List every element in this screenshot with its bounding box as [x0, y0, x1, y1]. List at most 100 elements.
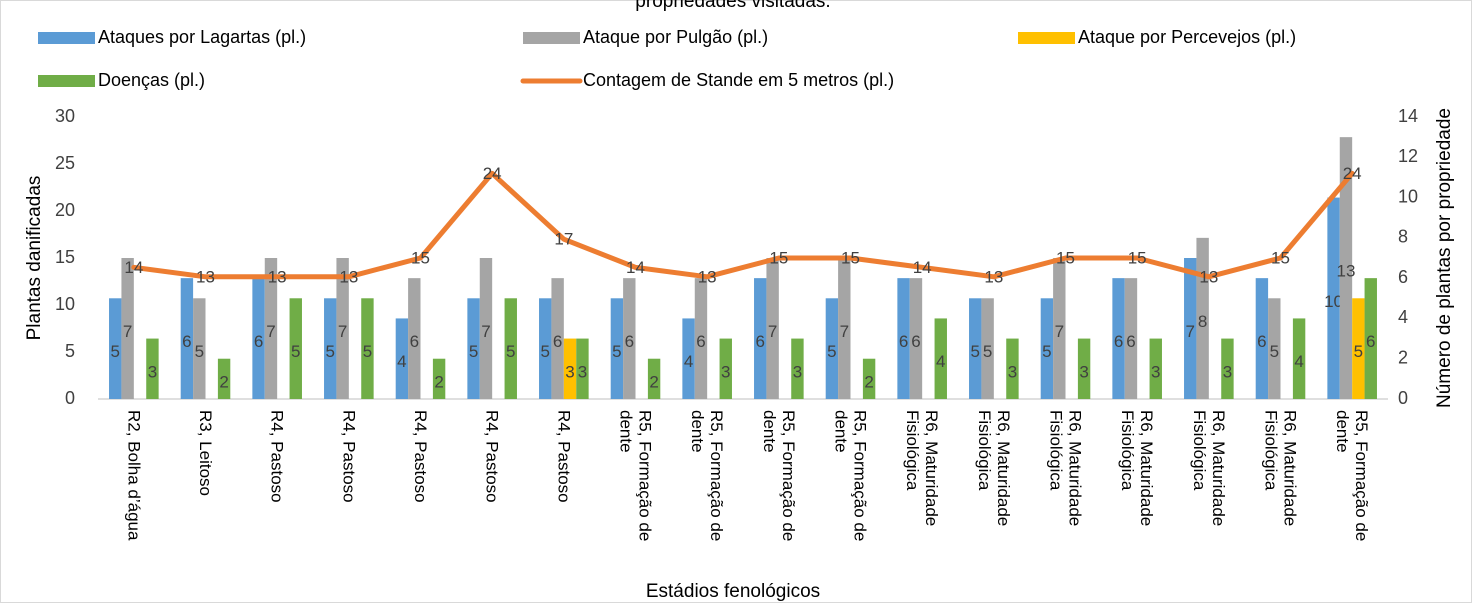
- bar: [1053, 258, 1066, 399]
- y2-tick-label: 0: [1398, 388, 1408, 408]
- bar-label: 6: [1126, 332, 1135, 351]
- bar-label: 6: [899, 332, 908, 351]
- x-tick-label: R5, Formação de dente: [616, 410, 655, 542]
- legend-swatch: [38, 32, 95, 44]
- bar-label: 5: [325, 342, 334, 361]
- bar-label: 5: [1354, 342, 1363, 361]
- bar-label: 2: [649, 372, 658, 391]
- bar: [504, 298, 517, 399]
- legend-label: Ataque por Percevejos (pl.): [1078, 27, 1296, 47]
- x-tick-label: R2, Bolha d’água: [124, 410, 144, 541]
- y-tick-label: 5: [65, 341, 75, 361]
- bar-label: 7: [1055, 322, 1064, 341]
- bar: [563, 338, 577, 399]
- bar: [395, 318, 409, 399]
- bar-label: 10: [1324, 292, 1343, 311]
- bar-label: 7: [768, 322, 777, 341]
- bar-label: 5: [195, 342, 204, 361]
- bar-label: 3: [578, 362, 587, 381]
- line-label: 13: [196, 267, 215, 286]
- line-label: 15: [1056, 248, 1075, 267]
- x-tick-label: R4, Pastoso: [267, 410, 287, 503]
- bar: [934, 318, 947, 399]
- y-tick-label: 0: [65, 388, 75, 408]
- bar-label: 13: [1337, 262, 1356, 281]
- y-tick-label: 20: [55, 200, 75, 220]
- x-tick-label: R5, Formação de dente: [1333, 410, 1372, 542]
- x-axis-title: Estádios fenológicos: [646, 581, 820, 602]
- bar: [146, 338, 159, 399]
- bar-label: 6: [696, 332, 705, 351]
- x-tick-label: R6, Maturidade Fisiológica: [974, 410, 1013, 527]
- bar-label: 6: [625, 332, 634, 351]
- x-tick-label: R4, Pastoso: [339, 410, 359, 503]
- x-tick-label: R6, Maturidade Fisiológica: [1046, 410, 1085, 527]
- bar: [467, 298, 480, 399]
- bar: [623, 278, 636, 399]
- bar: [432, 358, 446, 399]
- line-label: 13: [268, 267, 287, 286]
- bar-label: 3: [1151, 362, 1160, 381]
- bar: [217, 358, 231, 399]
- bar-label: 3: [793, 362, 802, 381]
- line-label: 14: [913, 258, 932, 277]
- bar-label: 4: [936, 352, 945, 371]
- bar: [121, 258, 134, 399]
- bar: [969, 298, 982, 399]
- bar: [1221, 338, 1234, 399]
- bar-label: 2: [219, 372, 228, 391]
- x-tick-label: R6, Maturidade Fisiológica: [1118, 410, 1157, 527]
- line-label: 15: [1271, 248, 1290, 267]
- bar-label: 5: [110, 342, 119, 361]
- y-tick-label: 25: [55, 153, 75, 173]
- x-tick-label: R4, Pastoso: [411, 410, 430, 503]
- bar: [909, 278, 923, 399]
- bar: [791, 338, 804, 399]
- bar-label: 3: [565, 362, 574, 381]
- bar-label: 5: [983, 342, 992, 361]
- line-label: 13: [698, 267, 717, 286]
- line-label: 15: [411, 248, 430, 267]
- bar-label: 7: [481, 322, 490, 341]
- line-label: 24: [1343, 164, 1362, 183]
- line-label: 14: [124, 258, 143, 277]
- bar: [610, 298, 624, 399]
- y2-tick-label: 6: [1398, 267, 1408, 287]
- y2-tick-label: 10: [1398, 186, 1418, 206]
- line-label: 14: [626, 258, 645, 277]
- x-tick-label: R4, Pastoso: [554, 410, 574, 503]
- bar: [361, 298, 374, 399]
- bar-label: 3: [1079, 362, 1088, 381]
- bar: [1268, 298, 1281, 399]
- y-tick-label: 10: [55, 294, 75, 314]
- bar: [694, 278, 708, 399]
- legend-swatch: [523, 32, 580, 44]
- bar-label: 5: [1042, 342, 1051, 361]
- bar-label: 6: [755, 332, 764, 351]
- bar-label: 3: [721, 362, 730, 381]
- x-tick-label: R6, Maturidade Fisiológica: [1189, 410, 1228, 527]
- legend-label: Doenças (pl.): [98, 70, 205, 90]
- bar-label: 6: [410, 332, 419, 351]
- line-label: 15: [1128, 248, 1147, 267]
- bar-label: 8: [1198, 312, 1207, 331]
- bar: [1364, 278, 1377, 399]
- bar: [838, 258, 851, 399]
- bar-label: 5: [540, 342, 549, 361]
- x-tick-label: R6, Maturidade Fisiológica: [1261, 410, 1300, 527]
- bar: [180, 278, 194, 399]
- bar: [862, 358, 876, 399]
- bar-label: 3: [1223, 362, 1232, 381]
- bar-label: 7: [840, 322, 849, 341]
- bar: [289, 298, 302, 399]
- bar: [324, 298, 337, 399]
- bar: [1124, 278, 1138, 399]
- chart-title: propriedades visitadas.: [635, 0, 830, 12]
- bar-label: 5: [612, 342, 621, 361]
- bar-label: 6: [553, 332, 562, 351]
- bar: [1292, 318, 1306, 399]
- bar: [576, 338, 589, 399]
